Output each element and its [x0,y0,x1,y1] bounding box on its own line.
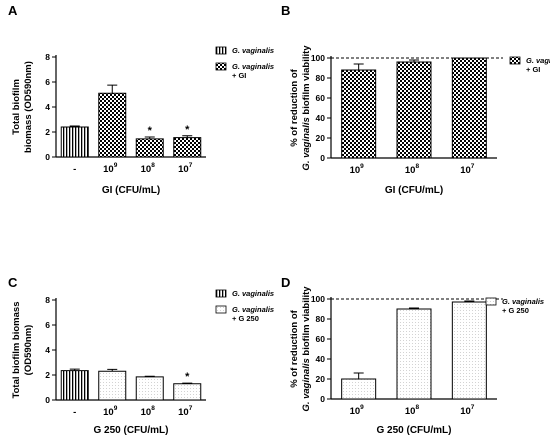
x-tick-label: 109 [103,405,118,418]
y-tick-label: 0 [320,153,325,163]
y-axis-title: % of reduction ofG. vaginalis biofilm vi… [289,286,312,412]
x-tick-label: 108 [141,162,156,175]
bar [341,69,377,159]
y-tick-label: 20 [316,133,326,143]
x-tick-label: 109 [103,162,118,175]
bar [98,92,127,158]
y-tick-label: 100 [311,53,325,63]
x-tick-label: 109 [350,163,365,176]
x-tick-label: 107 [460,404,475,417]
legend-label: G. vaginalis [232,289,274,298]
panel-label: B [281,3,290,18]
y-tick-label: 4 [45,102,50,112]
x-tick-label: 107 [178,162,193,175]
y-tick-label: 100 [311,294,325,304]
y-axis-title: % of reduction ofG. vaginalis biofilm vi… [289,45,312,171]
x-axis-title: G 250 (CFU/mL) [93,425,168,436]
y-axis-title: Total biofilm biomass(OD590nm) [11,302,34,399]
bar [451,301,487,400]
legend-label: + GI [526,65,540,74]
panel-b: B 0 20 40 60 80 100 109 108 107 GI (CFU/mL) % of re… [281,3,550,196]
y-tick-label: 0 [45,152,50,162]
y-tick-label: 0 [320,394,325,404]
x-tick-label: 108 [405,404,420,417]
bar [60,126,89,158]
legend-label: G. vaginalis [526,56,550,65]
y-tick-label: 60 [316,334,326,344]
legend-label: G. vaginalis [232,305,274,314]
x-tick-label: 107 [178,405,193,418]
x-axis-title: GI (CFU/mL) [385,185,443,196]
bar [451,57,487,159]
bar [396,308,432,400]
bar [135,138,164,158]
legend-swatch [215,46,227,55]
y-tick-label: 4 [45,345,50,355]
x-axis-title: G 250 (CFU/mL) [376,425,451,436]
x-tick-label: - [73,164,76,175]
significance-marker: * [185,371,190,383]
y-tick-label: 8 [45,52,50,62]
y-tick-label: 40 [316,113,326,123]
y-tick-label: 80 [316,73,326,83]
y-tick-label: 2 [45,127,50,137]
legend-swatch [509,56,521,65]
bar [173,383,202,401]
bar [135,376,164,401]
y-tick-label: 60 [316,93,326,103]
legend-swatch [215,305,227,314]
legend-label: + GI [232,71,246,80]
y-tick-label: 8 [45,295,50,305]
bar [60,370,89,401]
y-tick-label: 2 [45,370,50,380]
bar [98,370,127,401]
y-axis-title: Total biofilmbiomass (OD590nm) [11,61,34,153]
legend-label: G. vaginalis [232,62,274,71]
significance-marker: * [185,124,190,136]
bar [341,378,377,400]
panel-d: D 0 20 40 60 80 100 109 108 107 G 250 (CFU/mL) % of… [281,275,544,436]
y-tick-label: 80 [316,314,326,324]
x-axis-title: GI (CFU/mL) [102,185,160,196]
x-tick-label: 107 [460,163,475,176]
bar [173,137,202,158]
x-tick-label: 108 [141,405,156,418]
legend-label: + G 250 [502,306,529,315]
legend-label: + G 250 [232,314,259,323]
bar [396,61,432,159]
y-tick-label: 40 [316,354,326,364]
y-tick-label: 0 [45,395,50,405]
panel-label: D [281,275,290,290]
legend-swatch [485,297,497,306]
legend-swatch [215,289,227,298]
panel-label: A [8,3,18,18]
y-tick-label: 20 [316,374,326,384]
panel-a: A 0 2 4 6 8 - 109 * 108 * 107 GI (CFU/mL) Total biofi… [8,3,274,196]
x-tick-label: - [73,407,76,418]
x-tick-label: 109 [350,404,365,417]
panel-c: C 0 2 4 6 8 - 109 108 * 107 G 250 (CFU/mL) Total bio… [8,275,274,436]
y-tick-label: 6 [45,320,50,330]
x-tick-label: 108 [405,163,420,176]
significance-marker: * [148,125,153,137]
legend-label: G. vaginalis [502,297,544,306]
legend-label: G. vaginalis [232,46,274,55]
legend-swatch [215,62,227,71]
y-tick-label: 6 [45,77,50,87]
panel-label: C [8,275,18,290]
